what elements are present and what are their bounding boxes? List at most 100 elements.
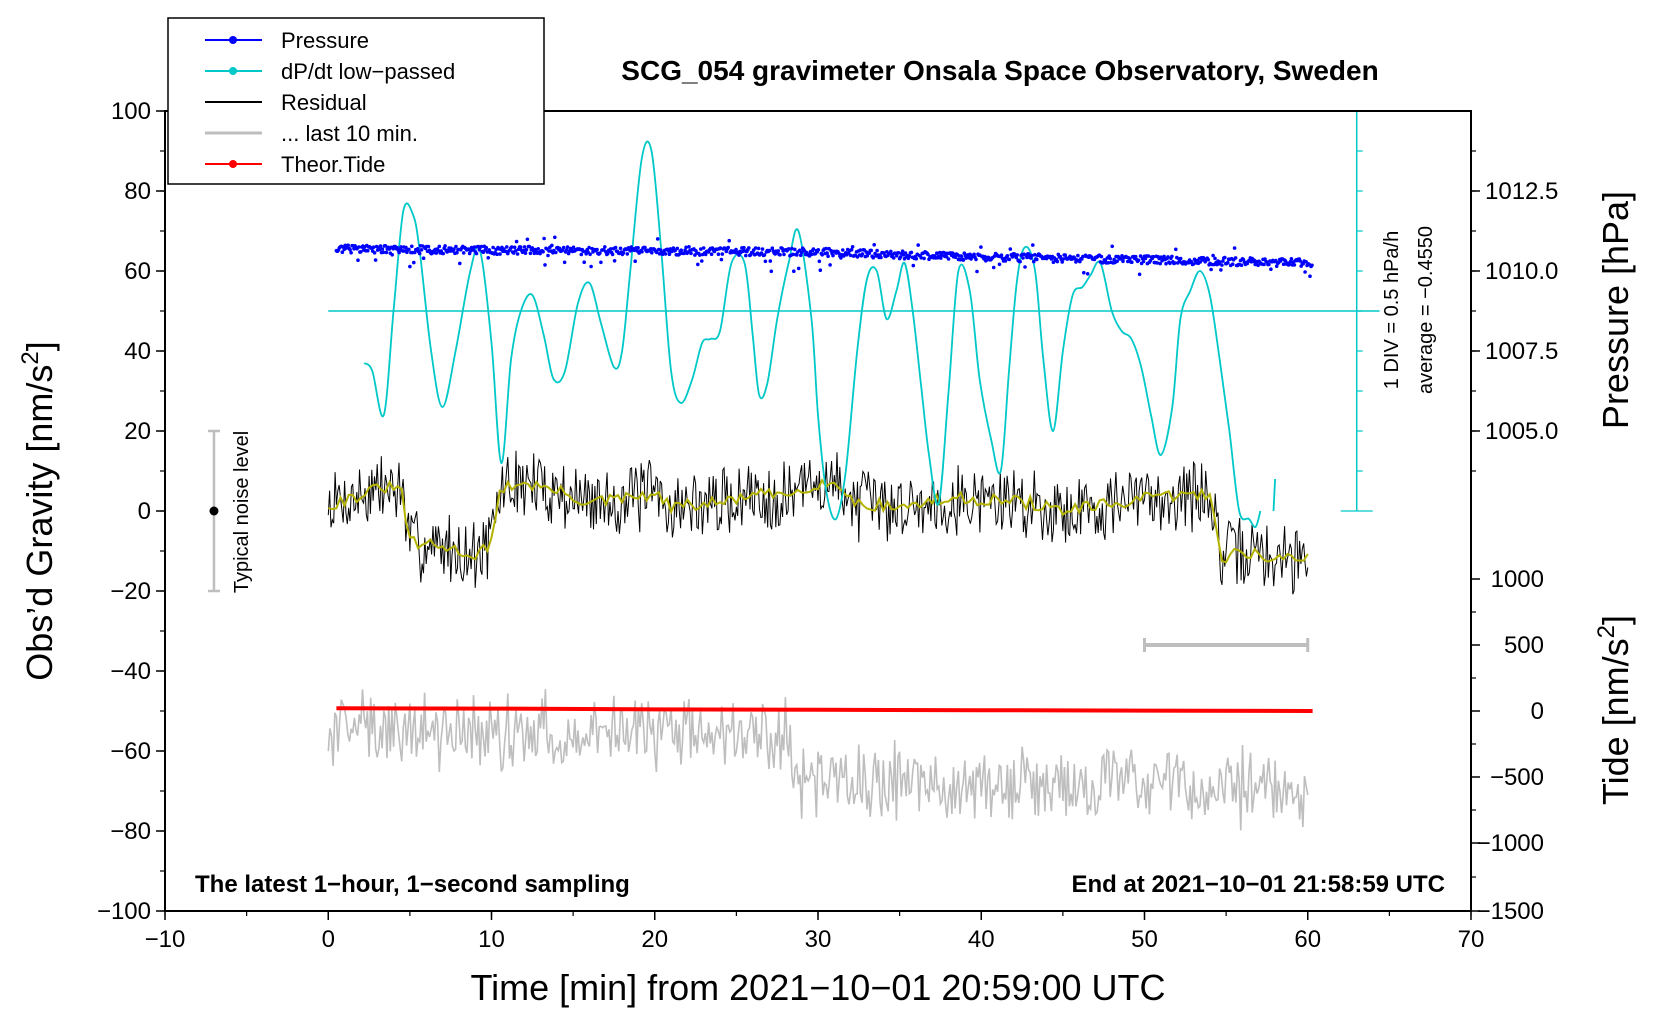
y-axis-title-tide-main: Tide [nm/s [1595, 638, 1636, 805]
pressure-point [689, 251, 693, 256]
pressure-point [407, 247, 411, 252]
y-tick-label: −60 [110, 738, 151, 765]
pressure-point [999, 253, 1004, 257]
dpdt-series-end-segment [1272, 478, 1276, 512]
pressure-point [344, 246, 349, 250]
x-axis-title: Time [min] from 2021−10−01 20:59:00 UTC [470, 967, 1165, 1008]
pressure-point [640, 249, 644, 254]
pressure-point [1110, 244, 1114, 249]
pressure-point [727, 238, 731, 243]
pressure-point [776, 249, 780, 253]
pressure-point [452, 247, 456, 251]
chart-title: SCG_054 gravimeter Onsala Space Observat… [621, 55, 1378, 86]
pressure-point [1308, 274, 1312, 279]
x-tick-label: 0 [322, 926, 335, 953]
noise-bar-center [209, 506, 219, 516]
pressure-point [682, 251, 686, 256]
pressure-point [798, 253, 803, 258]
pressure-point [1068, 254, 1072, 259]
legend-label: Theor.Tide [281, 152, 385, 177]
pressure-point [426, 244, 431, 249]
pressure-point [491, 245, 495, 250]
pressure-point [909, 250, 914, 255]
pressure-point [811, 247, 816, 251]
y-tick-label: −20 [110, 578, 151, 605]
pressure-point [1269, 267, 1273, 272]
pressure-point [542, 236, 546, 241]
pressure-point [900, 249, 905, 253]
y-axis-title-pressure: Pressure [hPa] [1595, 191, 1636, 429]
pressure-point [1078, 259, 1082, 264]
pressure-point [696, 262, 700, 267]
pressure-point [454, 244, 458, 249]
pressure-point [1085, 272, 1090, 276]
legend-marker [229, 160, 237, 168]
pressure-point [718, 246, 723, 250]
pressure-point [684, 245, 688, 250]
annotation-sampling: The latest 1−hour, 1−second sampling [195, 871, 630, 898]
pressure-point [782, 252, 786, 257]
y-axis-title-left: Obs’d Gravity [nm/s2] [17, 341, 60, 680]
x-tick-label: 70 [1458, 926, 1485, 953]
legend-marker [229, 67, 237, 75]
pressure-point [667, 252, 672, 256]
pressure-point [443, 244, 447, 248]
pressure-point [522, 245, 527, 249]
pressure-point [768, 259, 773, 263]
pressure-point [716, 252, 721, 256]
y-tick-label: 0 [138, 498, 151, 525]
pressure-point [1007, 257, 1012, 262]
pressure-point [582, 260, 586, 265]
tide-tick-label: −1000 [1477, 830, 1544, 857]
pressure-point [541, 249, 545, 254]
pressure-point [1082, 270, 1086, 275]
pressure-point [793, 247, 797, 252]
pressure-point [760, 247, 765, 251]
pressure-point [1146, 254, 1151, 258]
pressure-point [408, 264, 412, 269]
dpdt-scale-label: 1 DIV = 0.5 hPa/h [1381, 231, 1403, 389]
y-tick-label: −100 [97, 898, 151, 925]
tide-series-line [336, 706, 1313, 713]
pressure-point [384, 250, 389, 255]
pressure-point [441, 251, 446, 256]
pressure-point [1115, 259, 1119, 264]
pressure-point [571, 245, 576, 250]
residual-smoothed-line [328, 478, 1309, 564]
pressure-point [914, 256, 919, 261]
pressure-point [894, 253, 899, 258]
pressure-point [1035, 257, 1039, 262]
pressure-point [525, 237, 530, 242]
pressure-point [770, 246, 775, 250]
pressure-point [1018, 259, 1022, 264]
pressure-point [561, 245, 566, 250]
pressure-point [415, 247, 420, 251]
pressure-point [763, 259, 768, 264]
pressure-point [521, 248, 526, 253]
pressure-point [550, 243, 554, 248]
pressure-point [636, 246, 640, 250]
pressure-tick-label: 1007.5 [1485, 338, 1558, 365]
pressure-point [554, 250, 558, 255]
pressure-point [828, 263, 832, 267]
pressure-point [417, 251, 422, 256]
pressure-point [1220, 263, 1224, 267]
pressure-point [621, 251, 626, 255]
pressure-point [1061, 257, 1065, 261]
pressure-point [528, 251, 533, 256]
y-tick-label: 100 [111, 98, 151, 125]
pressure-point [767, 248, 772, 253]
pressure-point [699, 247, 703, 251]
pressure-point [734, 247, 738, 252]
pressure-point [719, 257, 724, 262]
pressure-tick-label: 1005.0 [1485, 418, 1558, 445]
tide-tick-label: 1000 [1491, 566, 1544, 593]
pressure-point [1023, 265, 1027, 269]
pressure-point [962, 251, 967, 255]
pressure-point [553, 235, 557, 240]
pressure-point [1005, 254, 1010, 258]
axes-layer: −10 0 10 20 30 40 50 60 70−100−80−60−40−20020406… [97, 98, 1558, 953]
pressure-point [726, 245, 730, 250]
y-axis-title-tide: Tide [nm/s2] [1593, 615, 1636, 805]
